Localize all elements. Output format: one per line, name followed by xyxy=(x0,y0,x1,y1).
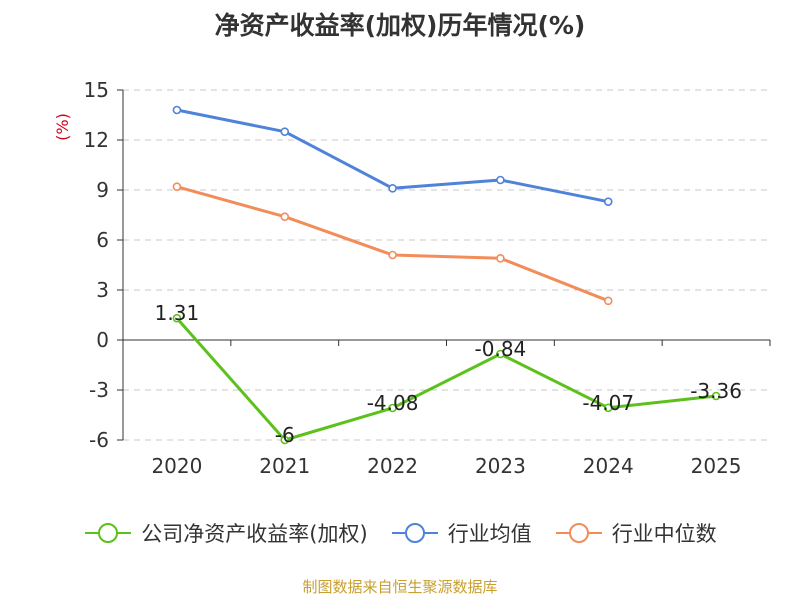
data-point xyxy=(603,403,613,413)
legend: 公司净资产收益率(加权) 行业均值 行业中位数 xyxy=(0,518,800,548)
legend-circle xyxy=(98,523,119,543)
legend-label: 行业中位数 xyxy=(611,522,717,546)
data-label: -4.07 xyxy=(582,391,634,415)
y-tick-label: -6 xyxy=(89,428,109,452)
y-tick-label: 3 xyxy=(96,278,109,302)
y-tick-label: 6 xyxy=(96,228,109,252)
data-label: -3.36 xyxy=(690,379,742,403)
data-label: -0.84 xyxy=(475,337,527,361)
data-point xyxy=(496,254,505,263)
y-tick-label: 15 xyxy=(84,78,109,102)
data-label: -6 xyxy=(275,423,295,447)
data-point xyxy=(388,250,397,260)
data-label: -4.08 xyxy=(367,391,419,415)
data-point xyxy=(603,197,613,206)
legend-item: 行业均值 xyxy=(390,518,532,548)
data-point xyxy=(280,435,290,445)
legend-item: 行业中位数 xyxy=(554,518,717,548)
data-point xyxy=(711,391,721,401)
axes: 15 12 9 6 3 0 -3 -6 2020 2021 2022 2023 2024 2025 xyxy=(84,78,771,478)
legend-marker-icon xyxy=(391,523,438,543)
source-note: 制图数据来自恒生聚源数据库 xyxy=(302,578,498,596)
data-point xyxy=(603,296,613,306)
legend-circle xyxy=(404,523,425,543)
data-point xyxy=(388,184,397,193)
legend-marker-icon xyxy=(85,523,132,543)
series-line xyxy=(175,317,717,442)
grid-lines xyxy=(123,89,770,441)
x-tick-label: 2021 xyxy=(259,454,310,478)
data-point xyxy=(280,127,290,136)
legend-marker-icon xyxy=(555,523,602,543)
series-lines xyxy=(172,105,721,445)
data-point xyxy=(388,403,397,413)
y-tick-label: 0 xyxy=(96,328,109,352)
y-tick-label: 12 xyxy=(84,128,109,152)
data-labels: 1.31 -6 -4.08 -0.84 -4.07 -3.36 xyxy=(155,301,742,447)
legend-label: 行业均值 xyxy=(447,522,532,546)
y-tick-label: -3 xyxy=(89,378,109,402)
x-tick-label: 2024 xyxy=(583,454,634,478)
data-point xyxy=(496,349,505,359)
legend-circle xyxy=(568,523,589,543)
x-tick-label: 2023 xyxy=(475,454,526,478)
legend-item: 公司净资产收益率(加权) xyxy=(83,518,368,548)
data-label: 1.31 xyxy=(155,301,200,325)
series-line xyxy=(176,185,609,303)
x-tick-label: 2022 xyxy=(367,454,418,478)
x-tick-label: 2020 xyxy=(151,454,202,478)
y-tick-label: 9 xyxy=(96,178,109,202)
y-axis-unit-label: (%) xyxy=(53,113,72,141)
legend-label: 公司净资产收益率(加权) xyxy=(141,522,368,546)
data-point xyxy=(172,313,182,323)
x-tick-label: 2025 xyxy=(691,454,742,478)
data-point xyxy=(172,182,182,191)
data-point xyxy=(172,105,182,115)
data-point xyxy=(280,212,290,221)
data-point xyxy=(496,175,505,185)
chart-title: 净资产收益率(加权)历年情况(%) xyxy=(214,11,586,40)
